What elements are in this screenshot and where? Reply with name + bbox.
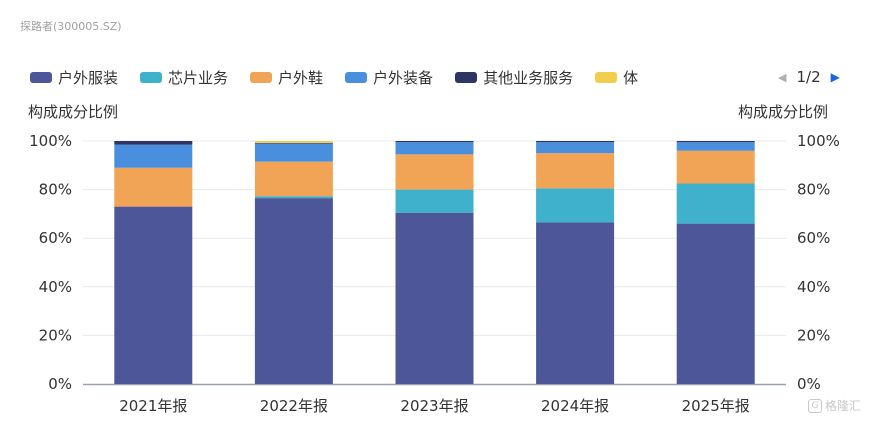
- y-tick-label-right: 100%: [797, 132, 840, 150]
- y-tick-label-right: 0%: [797, 375, 821, 393]
- bar-segment[interactable]: [395, 189, 474, 213]
- legend-item[interactable]: 体: [595, 67, 638, 88]
- bar-segment[interactable]: [395, 154, 474, 190]
- bar-segment[interactable]: [676, 150, 755, 184]
- legend-item[interactable]: 户外装备: [345, 67, 433, 88]
- legend-swatch: [595, 71, 618, 83]
- y-tick-label-left: 80%: [39, 181, 72, 199]
- x-tick-label: 2021年报: [119, 397, 187, 415]
- legend-swatch: [250, 71, 273, 83]
- bar-segment[interactable]: [114, 144, 193, 168]
- y-tick-label-left: 40%: [39, 278, 72, 296]
- right-axis-title: 构成成分比例: [738, 103, 829, 121]
- y-tick-label-right: 40%: [797, 278, 830, 296]
- bar-segment[interactable]: [676, 183, 755, 224]
- bar-segment[interactable]: [254, 143, 333, 162]
- x-tick-label: 2022年报: [260, 397, 328, 415]
- bar-segment[interactable]: [254, 198, 333, 384]
- x-tick-label: 2023年报: [400, 397, 468, 415]
- bar-segment[interactable]: [254, 196, 333, 199]
- legend-label: 体: [623, 68, 639, 87]
- y-tick-label-left: 60%: [39, 229, 72, 247]
- legend-pager: ◀ 1/2 ▶: [778, 66, 840, 88]
- bar-segment[interactable]: [114, 141, 193, 145]
- legend-swatch: [345, 71, 368, 83]
- y-tick-label-right: 20%: [797, 326, 830, 344]
- left-axis-title: 构成成分比例: [28, 103, 119, 121]
- legend-label: 户外装备: [373, 68, 434, 87]
- chart-legend: 户外服装 芯片业务 户外鞋 户外装备 其他业务服务 体: [30, 66, 660, 88]
- legend-label: 其他业务服务: [483, 68, 574, 87]
- bar-segment[interactable]: [114, 167, 193, 207]
- bar-segment[interactable]: [676, 141, 755, 143]
- next-page-icon[interactable]: ▶: [830, 70, 840, 84]
- legend-swatch: [30, 71, 52, 83]
- bar-segment[interactable]: [536, 141, 615, 143]
- bar-segment[interactable]: [114, 206, 193, 384]
- y-tick-label-right: 80%: [797, 181, 830, 199]
- bar-segment[interactable]: [536, 142, 615, 154]
- x-tick-label: 2024年报: [541, 397, 609, 415]
- y-tick-label-right: 60%: [797, 229, 830, 247]
- legend-item[interactable]: 芯片业务: [140, 67, 228, 88]
- legend-label: 户外鞋: [278, 68, 324, 87]
- legend-label: 芯片业务: [168, 68, 229, 87]
- legend-swatch: [140, 71, 163, 83]
- legend-label: 户外服装: [58, 68, 119, 87]
- bar-segment[interactable]: [395, 142, 474, 155]
- bar-segment[interactable]: [676, 223, 755, 384]
- y-tick-label-left: 0%: [48, 375, 72, 393]
- source-label: 探路者(300005.SZ): [20, 20, 122, 33]
- logo-mark-icon: G: [808, 398, 822, 413]
- bar-segment[interactable]: [536, 153, 615, 189]
- legend-swatch: [455, 71, 478, 83]
- bar-segment[interactable]: [536, 188, 615, 223]
- previous-page-icon[interactable]: ◀: [778, 70, 787, 84]
- y-tick-label-left: 20%: [39, 326, 72, 344]
- y-tick-label-left: 100%: [29, 132, 72, 150]
- legend-item[interactable]: 户外鞋: [250, 67, 323, 88]
- watermark-logo: G 格隆汇: [808, 397, 861, 414]
- bar-segment[interactable]: [254, 161, 333, 197]
- bar-segment[interactable]: [676, 142, 755, 151]
- bar-segment[interactable]: [254, 141, 333, 143]
- legend-item[interactable]: 户外服装: [30, 67, 118, 88]
- legend-item[interactable]: 其他业务服务: [455, 67, 573, 88]
- page-indicator: 1/2: [796, 68, 821, 86]
- x-tick-label: 2025年报: [682, 397, 750, 415]
- bar-segment[interactable]: [395, 141, 474, 143]
- bar-segment[interactable]: [395, 212, 474, 384]
- bar-segment[interactable]: [536, 222, 615, 384]
